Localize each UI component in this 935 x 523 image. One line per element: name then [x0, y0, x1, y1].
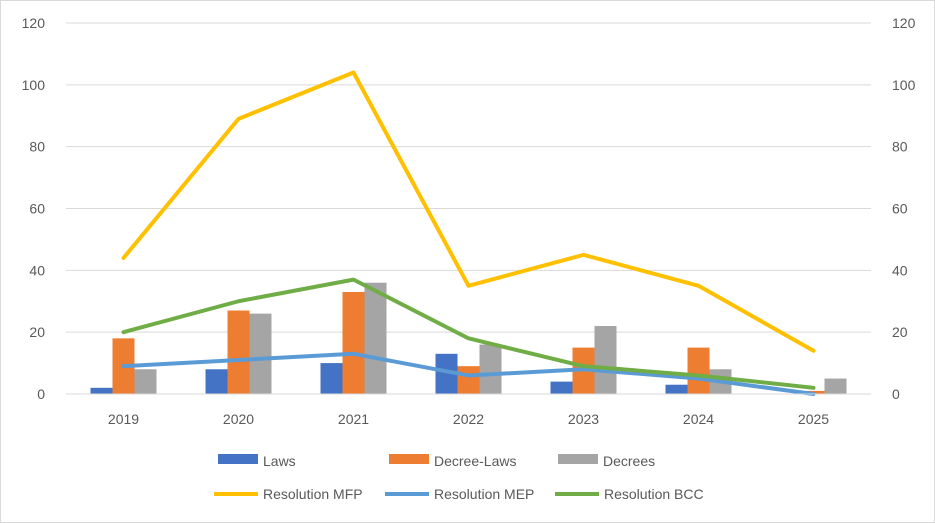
bar-decree-laws [342, 291, 365, 394]
bar-decrees [824, 378, 847, 394]
x-tick-label: 2023 [568, 411, 599, 427]
x-tick-label: 2020 [223, 411, 254, 427]
x-tick-label: 2019 [108, 411, 139, 427]
legend-label: Resolution MFP [263, 486, 363, 502]
x-tick-label: 2022 [453, 411, 484, 427]
bar-decree-laws [687, 347, 710, 394]
primary-y-axis: 0 20 40 60 80 100 120 [22, 15, 46, 402]
y2-tick-label: 60 [892, 201, 908, 217]
legend-label: Decree-Laws [434, 453, 516, 469]
bar-decree-laws [457, 366, 480, 394]
legend-swatch [218, 454, 258, 464]
legend: Laws Decree-Laws Decrees Resolution MFP Reso… [214, 453, 704, 502]
y-tick-label: 0 [37, 386, 45, 402]
y2-tick-label: 40 [892, 262, 908, 278]
line-series-group [121, 70, 816, 396]
y2-tick-label: 120 [892, 15, 916, 31]
bar-decrees [134, 369, 157, 394]
y-tick-label: 20 [29, 324, 45, 340]
x-tick-label: 2021 [338, 411, 369, 427]
y-tick-label: 120 [22, 15, 46, 31]
bar-decrees [479, 344, 502, 394]
bar-decrees [594, 325, 617, 394]
line-resolution-mep [121, 351, 816, 396]
y2-tick-label: 0 [892, 386, 900, 402]
legend-swatch [558, 454, 598, 464]
bar-laws [90, 387, 113, 394]
bar-decrees [249, 313, 272, 394]
bar-decrees [364, 282, 387, 394]
bar-laws [435, 353, 458, 394]
gridlines [66, 22, 871, 333]
y2-tick-label: 80 [892, 139, 908, 155]
bar-decree-laws [227, 310, 250, 394]
legend-label: Resolution MEP [434, 486, 534, 502]
legend-label: Resolution BCC [604, 486, 704, 502]
y2-tick-label: 100 [892, 77, 916, 93]
y-tick-label: 100 [22, 77, 46, 93]
bar-laws [665, 384, 688, 394]
legend-label: Laws [263, 453, 296, 469]
bar-laws [205, 369, 228, 394]
x-tick-label: 2025 [798, 411, 829, 427]
x-tick-label: 2024 [683, 411, 714, 427]
legend-label: Decrees [603, 453, 655, 469]
secondary-y-axis: 0 20 40 60 80 100 120 [892, 15, 916, 402]
y-tick-label: 60 [29, 201, 45, 217]
y-tick-label: 40 [29, 262, 45, 278]
x-axis: 2019 2020 2021 2022 2023 2024 2025 [66, 393, 871, 427]
legend-swatch [389, 454, 429, 464]
line-resolution-mfp [121, 70, 816, 353]
y2-tick-label: 20 [892, 324, 908, 340]
y-tick-label: 80 [29, 139, 45, 155]
bar-laws [320, 363, 343, 394]
line-resolution-bcc [121, 277, 816, 390]
bar-laws [550, 381, 573, 394]
